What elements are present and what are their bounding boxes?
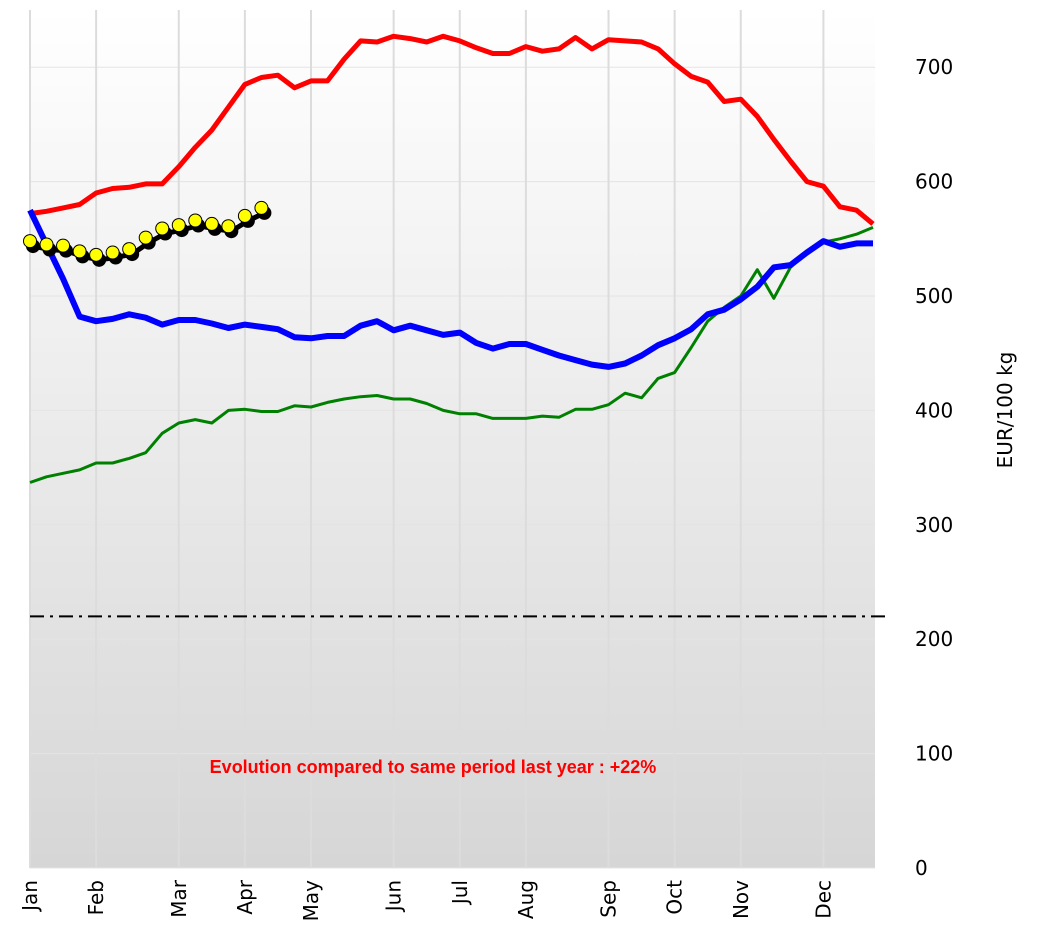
data-point xyxy=(105,245,120,260)
x-tick-label: Jan xyxy=(18,880,42,913)
x-tick-label: Jun xyxy=(382,880,406,913)
x-tick-label: Aug xyxy=(514,880,538,919)
x-tick-label: May xyxy=(299,880,323,922)
x-tick-label: Nov xyxy=(729,880,753,919)
data-point xyxy=(254,200,269,215)
y-axis-label: EUR/100 kg xyxy=(993,352,1017,469)
y-tick-label: 100 xyxy=(915,742,953,766)
x-tick-label: Jul xyxy=(448,880,472,906)
y-tick-label: 400 xyxy=(915,398,953,422)
x-tick-label: Apr xyxy=(233,879,257,914)
annotation: Evolution compared to same period last y… xyxy=(210,757,657,777)
data-point xyxy=(237,208,252,223)
y-tick-label: 0 xyxy=(915,856,928,880)
data-point xyxy=(188,213,203,228)
x-tick-label: Oct xyxy=(663,880,687,915)
data-point xyxy=(72,244,87,259)
y-tick-label: 300 xyxy=(915,513,953,537)
data-point xyxy=(138,230,153,245)
x-tick-label: Mar xyxy=(167,879,191,918)
data-point xyxy=(171,218,186,233)
data-point xyxy=(204,216,219,231)
x-tick-label: Dec xyxy=(811,880,835,919)
x-tick-label: Sep xyxy=(597,880,621,918)
series-line xyxy=(29,33,875,226)
y-tick-label: 600 xyxy=(915,170,953,194)
plot-background xyxy=(30,10,875,868)
data-point xyxy=(221,219,236,234)
y-tick-label: 700 xyxy=(915,55,953,79)
y-tick-label: 500 xyxy=(915,284,953,308)
data-point xyxy=(89,247,104,262)
series-line xyxy=(27,208,873,370)
data-point xyxy=(122,242,137,257)
data-point xyxy=(23,234,37,249)
y-tick-label: 200 xyxy=(915,627,953,651)
data-point xyxy=(56,238,71,253)
data-point xyxy=(155,221,170,236)
x-tick-label: Feb xyxy=(84,880,108,915)
data-point xyxy=(39,237,54,252)
